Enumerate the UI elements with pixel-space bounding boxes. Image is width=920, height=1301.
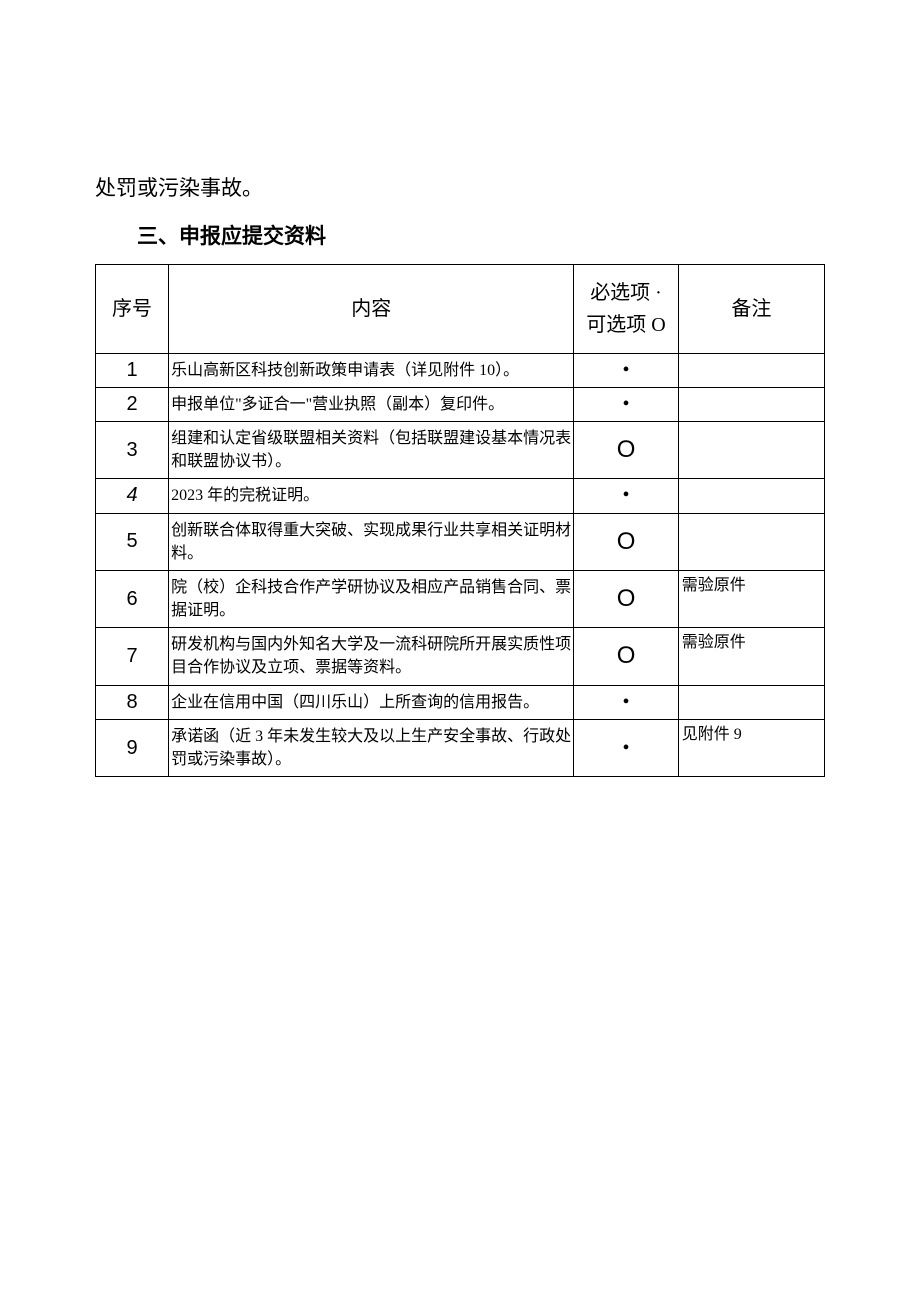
marker-required: •	[574, 387, 678, 421]
cell-content: 创新联合体取得重大突破、实现成果行业共享相关证明材料。	[169, 513, 574, 570]
cell-content: 组建和认定省级联盟相关资料（包括联盟建设基本情况表和联盟协议书）。	[169, 421, 574, 478]
cell-content: 乐山高新区科技创新政策申请表（详见附件 10）。	[169, 353, 574, 387]
cell-note	[678, 513, 824, 570]
cell-content: 承诺函（近 3 年未发生较大及以上生产安全事故、行政处罚或污染事故）。	[169, 719, 574, 776]
table-row: 6院（校）企科技合作产学研协议及相应产品销售合同、票据证明。O需验原件	[96, 570, 825, 627]
marker-optional: O	[574, 421, 678, 478]
marker-optional: O	[574, 570, 678, 627]
marker-header-line2: 可选项 O	[578, 309, 673, 341]
cell-content: 院（校）企科技合作产学研协议及相应产品销售合同、票据证明。	[169, 570, 574, 627]
cell-index: 5	[96, 513, 169, 570]
marker-required: •	[574, 353, 678, 387]
table-row: 3组建和认定省级联盟相关资料（包括联盟建设基本情况表和联盟协议书）。O	[96, 421, 825, 478]
cell-content: 申报单位"多证合一"营业执照（副本）复印件。	[169, 387, 574, 421]
cell-content: 2023 年的完税证明。	[169, 479, 574, 513]
marker-required: •	[574, 685, 678, 719]
table-row: 1乐山高新区科技创新政策申请表（详见附件 10）。•	[96, 353, 825, 387]
cell-index: 8	[96, 685, 169, 719]
table-header-row: 序号 内容 必选项 · 可选项 O 备注	[96, 264, 825, 353]
cell-note	[678, 387, 824, 421]
table-row: 5创新联合体取得重大突破、实现成果行业共享相关证明材料。O	[96, 513, 825, 570]
col-header-content: 内容	[169, 264, 574, 353]
cell-note: 需验原件	[678, 570, 824, 627]
cell-index: 9	[96, 719, 169, 776]
table-row: 8企业在信用中国（四川乐山）上所查询的信用报告。•	[96, 685, 825, 719]
table-row: 7研发机构与国内外知名大学及一流科研院所开展实质性项目合作协议及立项、票据等资料…	[96, 628, 825, 685]
cell-note: 见附件 9	[678, 719, 824, 776]
cell-note	[678, 353, 824, 387]
marker-optional: O	[574, 628, 678, 685]
cell-note: 需验原件	[678, 628, 824, 685]
section-heading: 三、申报应提交资料	[137, 218, 825, 256]
cell-index: 6	[96, 570, 169, 627]
cell-index: 1	[96, 353, 169, 387]
col-header-note: 备注	[678, 264, 824, 353]
cell-index: 3	[96, 421, 169, 478]
cell-content: 企业在信用中国（四川乐山）上所查询的信用报告。	[169, 685, 574, 719]
marker-required: •	[574, 479, 678, 513]
cell-note	[678, 479, 824, 513]
materials-table: 序号 内容 必选项 · 可选项 O 备注 1乐山高新区科技创新政策申请表（详见附…	[95, 264, 825, 778]
table-row: 2申报单位"多证合一"营业执照（副本）复印件。•	[96, 387, 825, 421]
table-body: 1乐山高新区科技创新政策申请表（详见附件 10）。•2申报单位"多证合一"营业执…	[96, 353, 825, 777]
cell-index: 2	[96, 387, 169, 421]
col-header-marker: 必选项 · 可选项 O	[574, 264, 678, 353]
cell-note	[678, 421, 824, 478]
body-paragraph-fragment: 处罚或污染事故。	[95, 170, 825, 208]
marker-required: •	[574, 719, 678, 776]
cell-index: 4	[96, 479, 169, 513]
marker-header-line1: 必选项 ·	[578, 277, 673, 309]
marker-optional: O	[574, 513, 678, 570]
cell-note	[678, 685, 824, 719]
cell-content: 研发机构与国内外知名大学及一流科研院所开展实质性项目合作协议及立项、票据等资料。	[169, 628, 574, 685]
table-row: 42023 年的完税证明。•	[96, 479, 825, 513]
cell-index: 7	[96, 628, 169, 685]
col-header-index: 序号	[96, 264, 169, 353]
table-row: 9承诺函（近 3 年未发生较大及以上生产安全事故、行政处罚或污染事故）。•见附件…	[96, 719, 825, 776]
